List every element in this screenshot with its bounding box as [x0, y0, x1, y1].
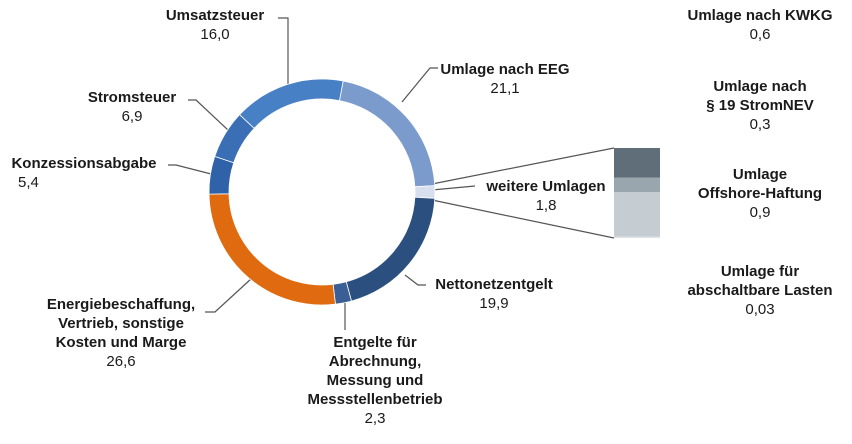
label-weitere-value: 1,8 [535, 197, 557, 214]
label-kwkg-value: 0,6 [749, 26, 771, 43]
label-offshore-line1: Umlage [732, 166, 788, 183]
donut-slice-0 [338, 80, 436, 188]
label-umsatzsteuer-value: 16,0 [200, 26, 230, 43]
label-konzession-name: Konzessionsabgabe [11, 155, 157, 172]
donut-slice-5 [208, 155, 235, 195]
label-offshore-value: 0,9 [749, 204, 771, 221]
label-weitere-name: weitere Umlagen [486, 178, 606, 195]
label-abschaltbar-value: 0,03 [745, 301, 775, 318]
donut-slice-4 [208, 193, 336, 306]
leader-weitere [431, 185, 476, 191]
leader-netto [404, 274, 426, 286]
breakdown-segment-1 [614, 177, 660, 193]
label-stromnev-value: 0,3 [749, 116, 771, 133]
leader-eeg [401, 67, 438, 103]
label-entgelte: Entgelte für Abrechnung, Messung und Mes… [300, 333, 450, 428]
label-konzession: Konzessionsabgabe 5,4 [0, 154, 168, 192]
label-energie-value: 26,6 [106, 353, 136, 370]
leader-konzession [168, 164, 216, 176]
label-kwkg-name: Umlage nach KWKG [687, 7, 833, 24]
label-abschaltbar-line2: abschaltbare Lasten [687, 282, 833, 299]
label-stromnev: Umlage nach § 19 StromNEV 0,3 [680, 77, 840, 134]
label-abschaltbar-line1: Umlage für [720, 263, 800, 280]
label-netto-name: Nettonetzentgelt [435, 276, 553, 293]
label-energie-line2: Vertrieb, sonstige [58, 315, 184, 332]
leader-stromsteuer [188, 99, 229, 131]
breakdown-segment-2 [614, 192, 660, 237]
label-stromnev-line1: Umlage nach [713, 78, 807, 95]
label-stromsteuer: Stromsteuer 6,9 [72, 88, 192, 126]
label-konzession-value: 5,4 [18, 174, 39, 191]
label-eeg-value: 21,1 [490, 80, 520, 97]
label-entgelte-value: 2,3 [364, 410, 386, 427]
label-eeg: Umlage nach EEG 21,1 [430, 60, 580, 98]
label-stromsteuer-value: 6,9 [121, 108, 143, 125]
label-umsatzsteuer: Umsatzsteuer 16,0 [150, 6, 280, 44]
label-weitere: weitere Umlagen 1,8 [476, 177, 616, 215]
label-stromsteuer-name: Stromsteuer [87, 89, 177, 106]
donut-slice-7 [239, 78, 344, 129]
label-entgelte-line2: Abrechnung, [328, 353, 422, 370]
breakdown-segment-3 [614, 236, 660, 238]
label-umsatzsteuer-name: Umsatzsteuer [165, 7, 265, 24]
breakdown-bar [614, 148, 660, 238]
label-netto: Nettonetzentgelt 19,9 [424, 275, 564, 313]
connector-top [431, 147, 615, 185]
label-entgelte-line4: Messstellenbetrieb [307, 391, 443, 408]
breakdown-segment-0 [614, 148, 660, 178]
label-energie-line3: Kosten und Marge [55, 334, 187, 351]
connector-bottom [431, 199, 615, 239]
label-offshore: Umlage Offshore-Haftung 0,9 [680, 165, 840, 222]
label-eeg-name: Umlage nach EEG [440, 61, 570, 78]
label-offshore-line2: Offshore-Haftung [697, 185, 823, 202]
label-kwkg: Umlage nach KWKG 0,6 [680, 6, 840, 44]
leader-lines [168, 17, 615, 330]
label-entgelte-line3: Messung und [326, 372, 424, 389]
leader-umsatzsteuer [278, 17, 289, 84]
label-netto-value: 19,9 [479, 295, 509, 312]
donut-slice-1 [414, 185, 436, 199]
label-entgelte-line1: Entgelte für [333, 334, 417, 351]
label-abschaltbar: Umlage für abschaltbare Lasten 0,03 [670, 262, 850, 319]
label-stromnev-line2: § 19 StromNEV [706, 97, 814, 114]
label-energie-line1: Energiebeschaffung, [46, 296, 196, 313]
label-energie: Energiebeschaffung, Vertrieb, sonstige K… [28, 295, 214, 371]
leader-energie [205, 277, 253, 313]
donut-slices [208, 78, 436, 306]
